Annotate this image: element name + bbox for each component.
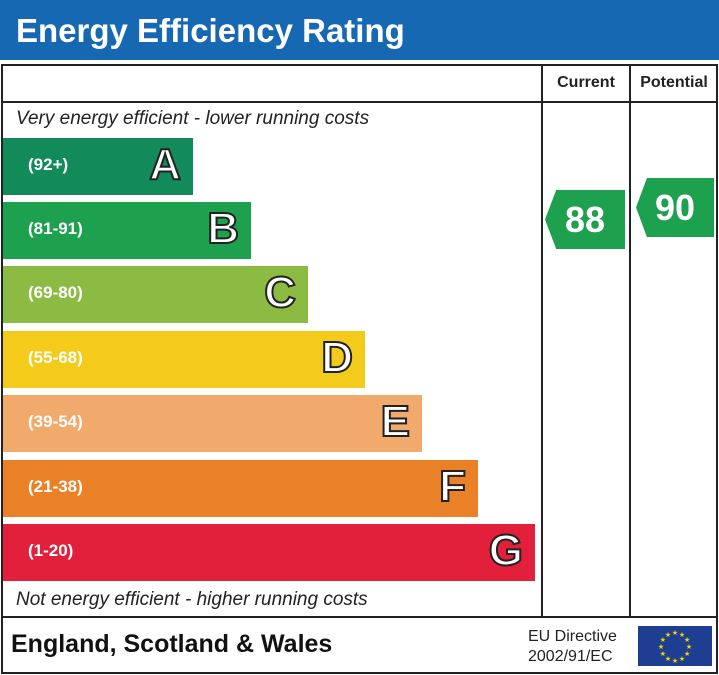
divider bbox=[1, 616, 718, 618]
bottom-note: Not energy efficient - higher running co… bbox=[16, 589, 368, 610]
band-b: (81-91) B bbox=[3, 202, 251, 259]
page-title: Energy Efficiency Rating bbox=[0, 0, 719, 60]
band-c: (69-80) C bbox=[3, 266, 308, 323]
directive-line2: 2002/91/EC bbox=[528, 648, 613, 665]
band-range: (81-91) bbox=[28, 219, 83, 238]
divider bbox=[541, 64, 543, 617]
rating-frame bbox=[1, 64, 718, 674]
band-letter: D bbox=[320, 332, 354, 383]
band-letter: F bbox=[438, 461, 467, 512]
eu-directive: EU Directive 2002/91/EC bbox=[528, 627, 617, 667]
band-range: (1-20) bbox=[28, 541, 74, 560]
current-rating-arrow: 88 bbox=[545, 190, 625, 249]
potential-column-header: Potential bbox=[640, 74, 708, 91]
current-column-header: Current bbox=[557, 74, 615, 91]
star: ★ bbox=[684, 636, 690, 644]
star: ★ bbox=[658, 643, 664, 651]
potential-rating-arrow: 90 bbox=[636, 178, 714, 237]
top-note: Very energy efficient - lower running co… bbox=[16, 108, 370, 129]
band-letter: B bbox=[206, 203, 240, 254]
star: ★ bbox=[660, 650, 666, 658]
star: ★ bbox=[665, 631, 671, 639]
star: ★ bbox=[686, 643, 692, 651]
divider bbox=[1, 101, 718, 103]
band-d: (55-68) D bbox=[3, 331, 365, 388]
band-range: (21-38) bbox=[28, 477, 83, 496]
band-range: (69-80) bbox=[28, 283, 83, 302]
star: ★ bbox=[684, 650, 690, 658]
star: ★ bbox=[660, 636, 666, 644]
band-e: (39-54) E bbox=[3, 395, 422, 452]
band-letter: E bbox=[380, 396, 411, 447]
band-range: (55-68) bbox=[28, 348, 83, 367]
band-a: (92+) A bbox=[3, 138, 193, 195]
band-range: (92+) bbox=[28, 155, 69, 174]
band-letter: C bbox=[263, 267, 297, 318]
star: ★ bbox=[665, 655, 671, 663]
band-f: (21-38) F bbox=[3, 460, 478, 517]
band-range: (39-54) bbox=[28, 412, 83, 431]
star: ★ bbox=[672, 657, 678, 665]
star: ★ bbox=[672, 629, 678, 637]
directive-line1: EU Directive bbox=[528, 628, 617, 645]
divider bbox=[629, 64, 631, 617]
band-g: (1-20) G bbox=[3, 524, 535, 581]
band-letter: G bbox=[488, 525, 524, 576]
band-letter: A bbox=[148, 139, 182, 190]
star: ★ bbox=[679, 631, 685, 639]
region-label: England, Scotland & Wales bbox=[11, 630, 333, 658]
star: ★ bbox=[679, 655, 685, 663]
eu-flag-icon: ★ ★ ★ ★ ★ ★ ★ ★ ★ ★ ★ ★ bbox=[638, 626, 712, 666]
